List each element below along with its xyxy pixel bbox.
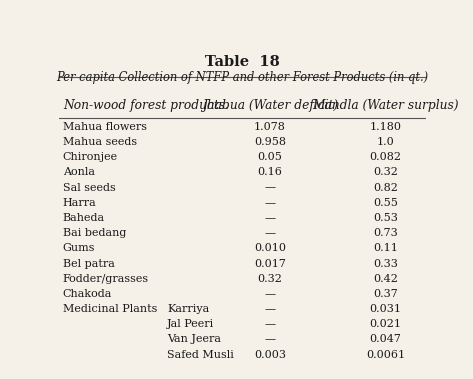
Text: Table  18: Table 18	[205, 55, 280, 69]
Text: 0.11: 0.11	[373, 243, 398, 253]
Text: Bai bedang: Bai bedang	[63, 228, 126, 238]
Text: Aonla: Aonla	[63, 168, 95, 177]
Text: 0.017: 0.017	[254, 258, 286, 268]
Text: Sal seeds: Sal seeds	[63, 183, 115, 193]
Text: 0.32: 0.32	[257, 274, 282, 284]
Text: Medicinal Plants: Medicinal Plants	[63, 304, 157, 314]
Text: Harra: Harra	[63, 198, 96, 208]
Text: 0.003: 0.003	[254, 349, 286, 360]
Text: Mandla (Water surplus): Mandla (Water surplus)	[312, 99, 459, 111]
Text: 0.031: 0.031	[369, 304, 402, 314]
Text: Bel patra: Bel patra	[63, 258, 114, 268]
Text: Mahua flowers: Mahua flowers	[63, 122, 147, 132]
Text: 0.33: 0.33	[373, 258, 398, 268]
Text: 1.180: 1.180	[369, 122, 402, 132]
Text: 0.53: 0.53	[373, 213, 398, 223]
Text: 0.42: 0.42	[373, 274, 398, 284]
Text: 1.0: 1.0	[377, 137, 394, 147]
Text: 0.0061: 0.0061	[366, 349, 405, 360]
Text: Jal Peeri: Jal Peeri	[167, 319, 215, 329]
Text: 0.010: 0.010	[254, 243, 286, 253]
Text: 0.958: 0.958	[254, 137, 286, 147]
Text: 0.05: 0.05	[257, 152, 282, 162]
Text: —: —	[264, 183, 275, 193]
Text: Chironjee: Chironjee	[63, 152, 118, 162]
Text: —: —	[264, 228, 275, 238]
Text: 0.73: 0.73	[373, 228, 398, 238]
Text: —: —	[264, 304, 275, 314]
Text: Mahua seeds: Mahua seeds	[63, 137, 137, 147]
Text: Per capita Collection of NTFP and other Forest Products (in qt.): Per capita Collection of NTFP and other …	[56, 71, 429, 84]
Text: 0.16: 0.16	[257, 168, 282, 177]
Text: 1.078: 1.078	[254, 122, 286, 132]
Text: 0.021: 0.021	[369, 319, 402, 329]
Text: —: —	[264, 319, 275, 329]
Text: Karriya: Karriya	[167, 304, 210, 314]
Text: 0.37: 0.37	[373, 289, 398, 299]
Text: Gums: Gums	[63, 243, 95, 253]
Text: Safed Musli: Safed Musli	[167, 349, 234, 360]
Text: 0.55: 0.55	[373, 198, 398, 208]
Text: —: —	[264, 213, 275, 223]
Text: Chakoda: Chakoda	[63, 289, 112, 299]
Text: 0.082: 0.082	[369, 152, 402, 162]
Text: 0.32: 0.32	[373, 168, 398, 177]
Text: Jhabua (Water deficit): Jhabua (Water deficit)	[202, 99, 338, 111]
Text: 0.82: 0.82	[373, 183, 398, 193]
Text: —: —	[264, 334, 275, 345]
Text: —: —	[264, 289, 275, 299]
Text: Van Jeera: Van Jeera	[167, 334, 221, 345]
Text: Fodder/grasses: Fodder/grasses	[63, 274, 149, 284]
Text: Baheda: Baheda	[63, 213, 105, 223]
Text: Non-wood forest products.: Non-wood forest products.	[63, 99, 228, 111]
Text: —: —	[264, 198, 275, 208]
Text: 0.047: 0.047	[369, 334, 401, 345]
